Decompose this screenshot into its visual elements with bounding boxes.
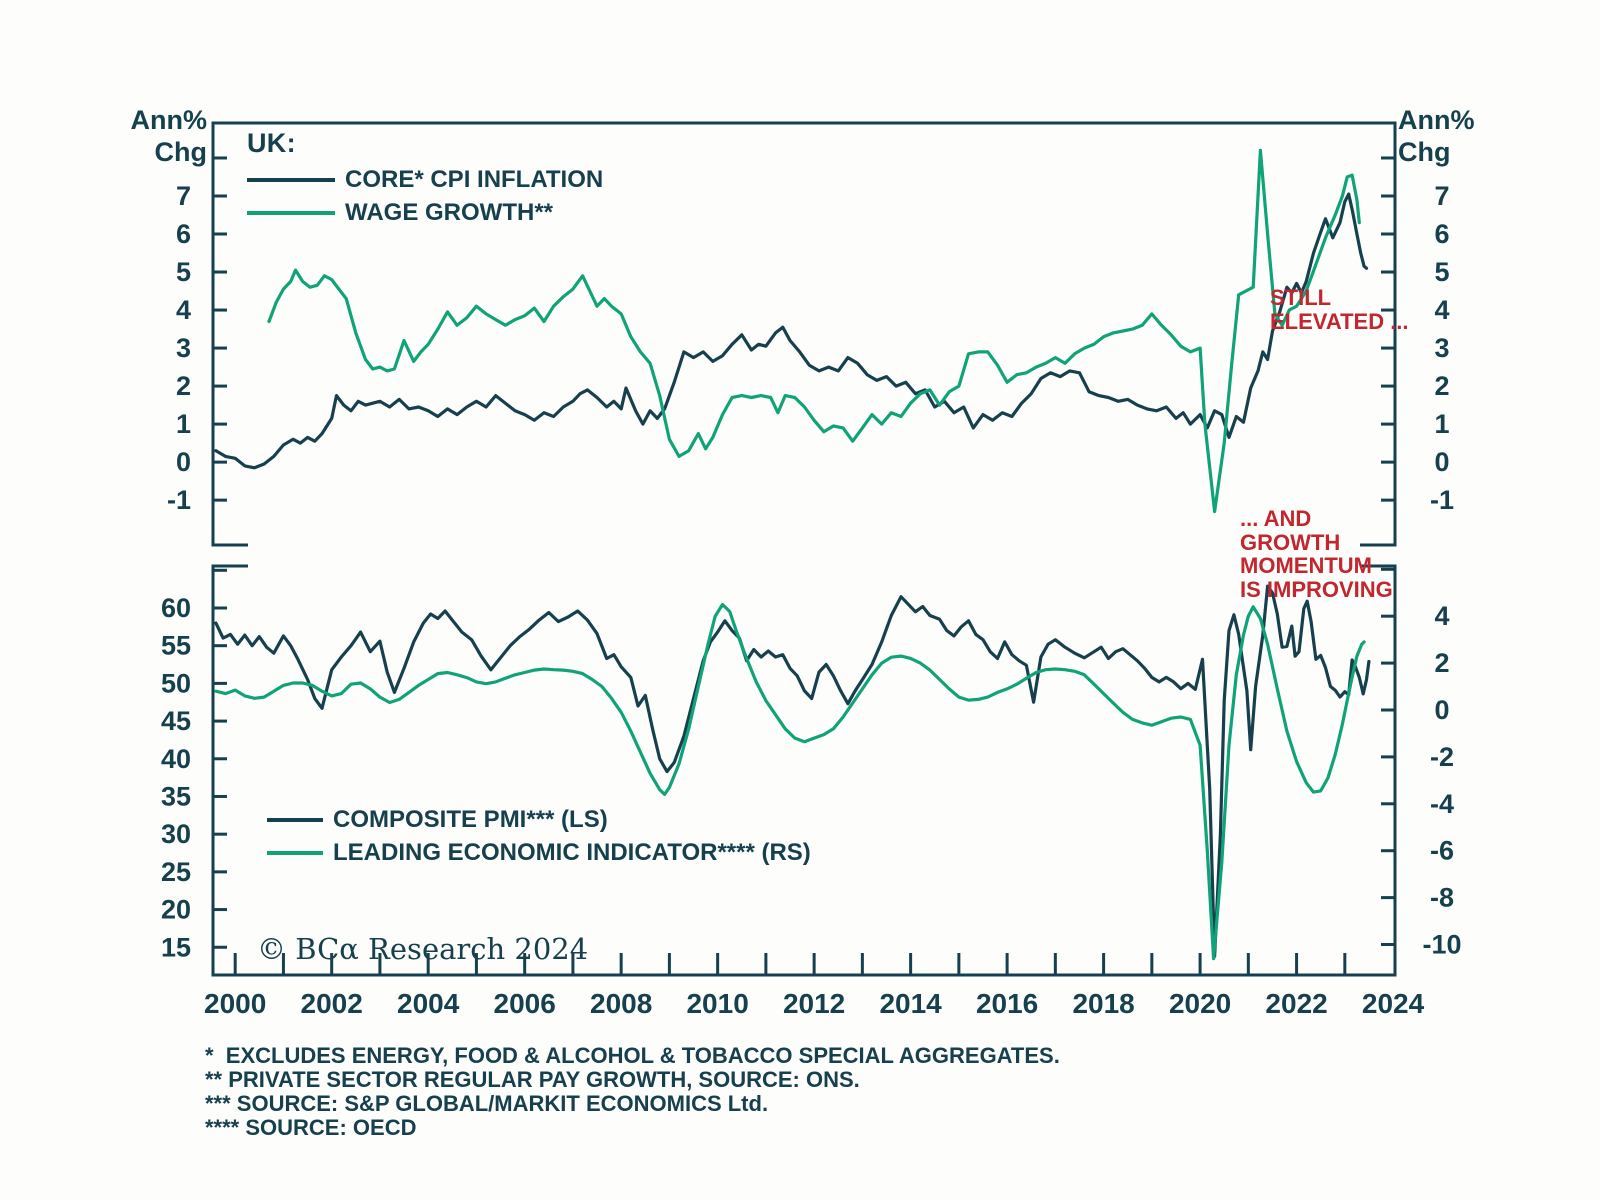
x-tick-label: 2020: [1169, 988, 1231, 1019]
y-tick-label: -10: [1422, 930, 1461, 960]
inflation-wages-panel: -1 0 1 2 3 4 5 6 7 -1 0 1 2 3 4 5 6 7: [167, 121, 1454, 547]
x-tick-label: 2000: [204, 988, 266, 1019]
copyright-notice: © BCα Research 2024: [257, 932, 589, 966]
y-tick-label: 6: [176, 219, 191, 249]
y-tick-label: 0: [176, 447, 191, 477]
y-tick-label: -1: [167, 485, 191, 515]
footnote-line: **** SOURCE: OECD: [205, 1115, 417, 1140]
y-tick-label: 45: [161, 706, 191, 736]
y-tick-label: 2: [176, 371, 191, 401]
legend-label: WAGE GROWTH**: [345, 199, 553, 226]
footnote-line: * EXCLUDES ENERGY, FOOD & ALCOHOL & TOBA…: [205, 1043, 1060, 1068]
y-tick-label: 3: [1434, 333, 1449, 363]
inflation-wages-panel-left-axis: -1 0 1 2 3 4 5 6 7: [167, 156, 227, 515]
x-tick-label: 2006: [494, 988, 556, 1019]
pmi-lei-panel-frame: [211, 564, 1397, 977]
y-tick-label: 4: [1434, 295, 1449, 325]
y-tick-label: -8: [1430, 883, 1454, 913]
axis-title-line: Ann%: [130, 105, 208, 135]
y-tick-label: 5: [176, 257, 191, 287]
axis-title-line: Chg: [1398, 137, 1451, 167]
composite-pmi-ls-line: [214, 584, 1371, 958]
inflation-wages-panel-right-axis: -1 0 1 2 3 4 5 6 7: [1381, 156, 1454, 515]
y-tick-label: 1: [1434, 409, 1449, 439]
core-cpi-line-swatch: [247, 178, 335, 182]
y-tick-label: 40: [161, 744, 191, 774]
y-tick-label: 6: [1434, 219, 1449, 249]
legend-label: CORE* CPI INFLATION: [345, 166, 604, 193]
x-tick-label: 2008: [590, 988, 652, 1019]
annotation-line: ... AND: [1240, 506, 1312, 531]
lei-line-swatch: [267, 851, 323, 855]
wage-growth-line: [267, 148, 1361, 514]
y-tick-label: 0: [1434, 695, 1449, 725]
y-tick-label: 35: [161, 781, 191, 811]
y-tick-label: 20: [161, 895, 191, 925]
y-axis-title-top-left: Ann% Chg: [105, 104, 208, 168]
axis-title-line: Ann%: [1398, 105, 1475, 135]
annotation-line: STILL: [1270, 285, 1332, 310]
legend-item-core-cpi: CORE* CPI INFLATION: [247, 166, 603, 194]
y-axis-title-top-right: Ann% Chg: [1398, 104, 1508, 168]
x-tick-label: 2014: [879, 988, 942, 1019]
annotation-line: ELEVATED ...: [1270, 308, 1409, 334]
x-tick-label: 2016: [976, 988, 1038, 1019]
annotation-still-elevated: STILL ELEVATED ...: [1270, 286, 1409, 333]
leading-economic-indicator-rs-line: [214, 602, 1366, 961]
y-tick-label: -1: [1430, 485, 1454, 515]
y-tick-label: 2: [1434, 648, 1449, 678]
x-tick-label: 2010: [686, 988, 748, 1019]
x-tick-label: 2002: [301, 988, 363, 1019]
core-cpi-inflation-line: [214, 192, 1369, 470]
y-tick-label: 50: [161, 668, 191, 698]
y-tick-label: 2: [1434, 371, 1449, 401]
y-tick-label: 0: [1434, 447, 1449, 477]
y-tick-label: 60: [161, 593, 191, 623]
annotation-line: GROWTH: [1240, 529, 1341, 555]
legend-item-lei: LEADING ECONOMIC INDICATOR**** (RS): [267, 839, 811, 867]
footnotes: * EXCLUDES ENERGY, FOOD & ALCOHOL & TOBA…: [205, 1044, 1060, 1140]
x-tick-label: 2004: [397, 988, 460, 1019]
composite-pmi-line-swatch: [267, 818, 323, 822]
wage-growth-line-swatch: [247, 211, 335, 215]
y-tick-label: 7: [176, 181, 191, 211]
annotation-line: IS IMPROVING: [1240, 576, 1393, 602]
y-tick-label: 15: [161, 932, 191, 962]
annotation-line: MOMENTUM: [1240, 553, 1372, 578]
x-tick-label: 2024: [1362, 988, 1425, 1019]
y-tick-label: -4: [1430, 789, 1454, 819]
x-tick-label: 2012: [783, 988, 845, 1019]
legend-label: COMPOSITE PMI*** (LS): [333, 806, 608, 833]
x-axis: 2000 2002 2004 2006 2008 2010 2012 2014 2016 2018…: [204, 953, 1425, 1019]
legend-label: LEADING ECONOMIC INDICATOR**** (RS): [333, 839, 811, 866]
top-panel-legend: UK: CORE* CPI INFLATION WAGE GROWTH**: [247, 128, 603, 227]
y-tick-label: 4: [1434, 601, 1449, 631]
y-tick-label: 55: [161, 631, 191, 661]
footnote-line: *** SOURCE: S&P GLOBAL/MARKIT ECONOMICS …: [205, 1091, 769, 1116]
pmi-lei-panel-left-axis: 15 20 25 30 35 40 45 50 55 60: [161, 568, 227, 962]
y-tick-label: 1: [176, 409, 191, 439]
y-tick-label: 5: [1434, 257, 1449, 287]
axis-title-line: Chg: [154, 137, 207, 167]
x-tick-label: 2018: [1072, 988, 1134, 1019]
annotation-growth-momentum: ... AND GROWTH MOMENTUM IS IMPROVING: [1240, 507, 1393, 601]
y-tick-label: 3: [176, 333, 191, 363]
inflation-wages-panel-frame: [211, 121, 1397, 547]
y-tick-label: 4: [176, 295, 191, 325]
x-tick-label: 2022: [1265, 988, 1327, 1019]
legend-item-composite-pmi: COMPOSITE PMI*** (LS): [267, 806, 811, 834]
pmi-lei-panel-right-axis: -10 -8 -6 -4 -2 0 2 4: [1381, 567, 1462, 960]
y-tick-label: 25: [161, 857, 191, 887]
footnote-line: ** PRIVATE SECTOR REGULAR PAY GROWTH, SO…: [205, 1067, 860, 1092]
y-tick-label: -6: [1430, 836, 1454, 866]
legend-item-wage-growth: WAGE GROWTH**: [247, 199, 603, 227]
y-tick-label: 30: [161, 819, 191, 849]
bottom-panel-legend: COMPOSITE PMI*** (LS) LEADING ECONOMIC I…: [267, 806, 811, 867]
y-tick-label: -2: [1430, 742, 1454, 772]
y-tick-label: 7: [1434, 181, 1449, 211]
legend-title-uk: UK:: [247, 128, 296, 158]
